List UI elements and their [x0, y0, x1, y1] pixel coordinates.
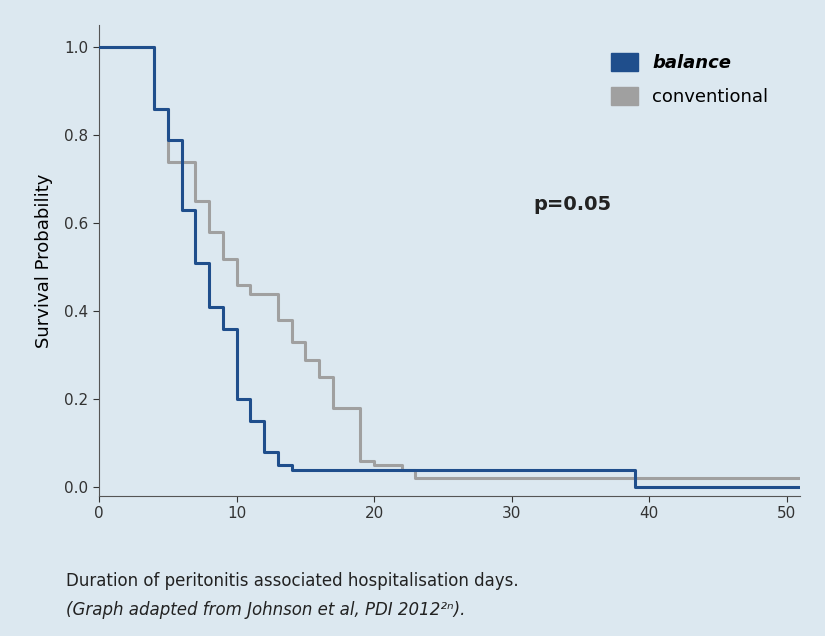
Text: (Graph adapted from Johnson et al, PDI 2012²ⁿ).: (Graph adapted from Johnson et al, PDI 2… — [66, 601, 465, 619]
Text: p=0.05: p=0.05 — [534, 195, 612, 214]
Legend: balance, conventional: balance, conventional — [601, 44, 777, 115]
Text: Duration of peritonitis associated hospitalisation days.: Duration of peritonitis associated hospi… — [66, 572, 519, 590]
Y-axis label: Survival Probability: Survival Probability — [35, 174, 54, 348]
